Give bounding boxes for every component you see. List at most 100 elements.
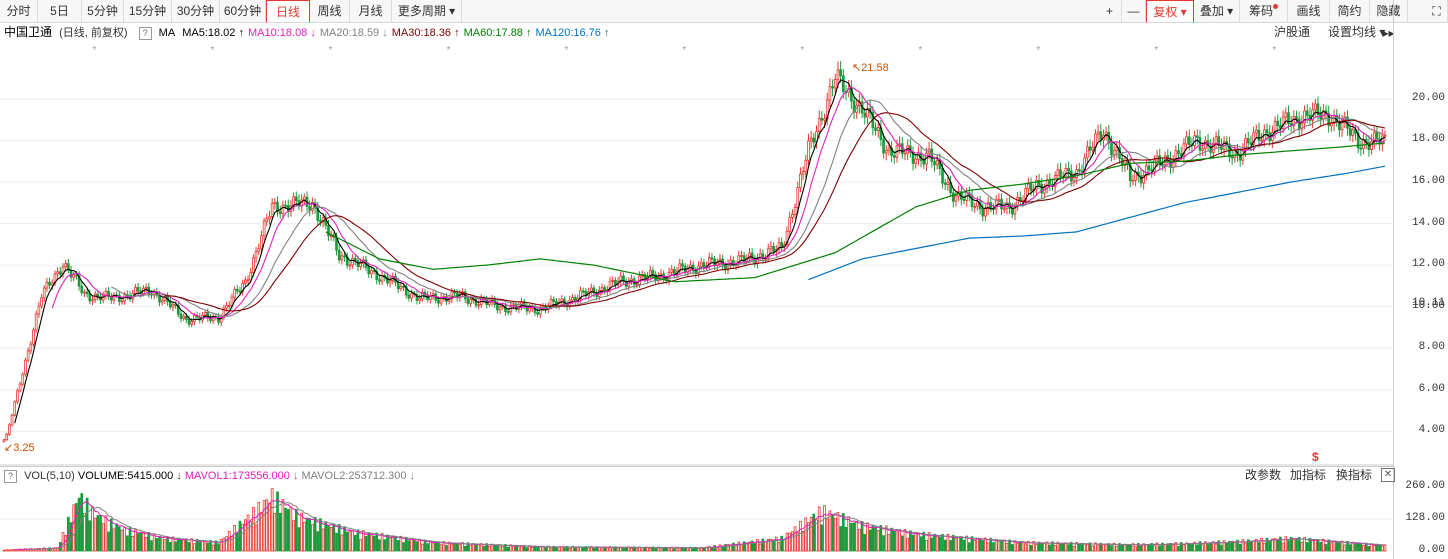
tab-period-7[interactable]: 周线: [310, 0, 350, 22]
tab-period-9[interactable]: 更多周期 ▾: [392, 0, 462, 22]
toolbar-right-7[interactable]: 隐藏 ▸▸: [1370, 0, 1408, 40]
vol-bar-81: [219, 538, 223, 552]
candle-body-486: [1305, 110, 1309, 116]
candle-body-466: [1252, 132, 1255, 145]
vol-bar-309: [831, 513, 834, 552]
tab-period-2[interactable]: 5分钟: [82, 0, 124, 22]
tab-period-3[interactable]: 15分钟: [124, 0, 172, 22]
tab-period-4[interactable]: 30分钟: [172, 0, 220, 22]
vol-bar-323: [868, 529, 872, 552]
add-indicator-button[interactable]: 加指标: [1290, 468, 1327, 482]
tab-period-1[interactable]: 5日: [38, 0, 82, 22]
price-tick-7: 8.00: [1418, 341, 1445, 354]
vol-bar-1: [5, 549, 9, 552]
candle-body-366: [984, 208, 987, 217]
toolbar-right-4[interactable]: 筹码: [1240, 0, 1288, 22]
candle-body-415: [1115, 147, 1119, 152]
vol-bar-26: [72, 504, 76, 552]
vol-bar-90: [244, 519, 247, 552]
tab-period-8[interactable]: 月线: [350, 0, 392, 22]
vol-bar-147: [396, 540, 400, 552]
toolbar-right-2[interactable]: 复权 ▾: [1146, 0, 1194, 22]
candle-body-200: [538, 307, 542, 315]
candle-body-133: [359, 262, 362, 267]
candle-body-228: [614, 280, 617, 286]
vol-bar-447: [1201, 544, 1204, 552]
candle-body-126: [340, 255, 344, 261]
vol-bar-104: [281, 499, 285, 552]
hugutong-link[interactable]: 沪股通: [1274, 25, 1311, 39]
vol-bar-159: [429, 540, 432, 552]
vol-bar-504: [1354, 543, 1357, 552]
candle-body-347: [933, 160, 936, 166]
vol-bar-188: [506, 546, 510, 552]
candle-body-103: [278, 211, 282, 215]
toolbar-right-1[interactable]: —: [1122, 0, 1146, 22]
vol-help-icon[interactable]: ?: [4, 469, 17, 483]
vol-bar-426: [1145, 544, 1148, 552]
tab-period-0[interactable]: 分时: [0, 0, 38, 22]
vol-bar-245: [659, 547, 663, 552]
price-tick-6: 10.00: [1411, 299, 1445, 312]
candle-body-23: [64, 263, 68, 268]
vol-bar-424: [1139, 545, 1143, 552]
vol-bar-501: [1346, 541, 1349, 552]
vol-bar-491: [1319, 542, 1322, 552]
candle-body-21: [58, 271, 62, 275]
vol-bar-295: [793, 526, 797, 552]
vol-bar-250: [673, 548, 676, 552]
vol-bar-82: [222, 537, 226, 552]
vol-bar-359: [965, 535, 969, 552]
close-icon[interactable]: ✕: [1381, 468, 1395, 482]
candle-body-39: [107, 290, 110, 298]
vol-bar-37: [101, 523, 105, 552]
help-icon[interactable]: ?: [138, 26, 152, 40]
vol-bar-445: [1195, 544, 1199, 552]
vol-bar-313: [841, 513, 845, 552]
vol-bar-305: [820, 524, 824, 552]
vol-bar-389: [1045, 541, 1049, 552]
candle-body-404: [1086, 146, 1089, 159]
price-tick-1: 18.00: [1411, 133, 1445, 146]
vol-bar-216: [581, 546, 585, 552]
vol-bar-421: [1131, 543, 1135, 552]
candle-body-122: [329, 235, 333, 238]
vol-bar-471: [1265, 537, 1269, 552]
toolbar-right-3[interactable]: 叠加 ▾: [1194, 0, 1240, 22]
candle-body-94: [254, 250, 258, 259]
vol-bar-485: [1303, 537, 1306, 552]
vol-bar-430: [1155, 542, 1159, 552]
tab-period-6[interactable]: 日线: [266, 0, 310, 22]
change-params-button[interactable]: 改参数: [1245, 468, 1282, 482]
ma-settings-button[interactable]: 设置均线 ▾: [1328, 25, 1386, 39]
vol-bar-503: [1351, 541, 1355, 552]
vol-bar-185: [498, 544, 502, 552]
candle-body-80: [217, 316, 220, 323]
vol-bar-130: [351, 530, 354, 552]
vol-bar-131: [353, 534, 357, 552]
toolbar-right-0[interactable]: +: [1098, 0, 1122, 22]
candle-body-66: [179, 313, 183, 319]
toolbar-right-6[interactable]: 简约: [1330, 0, 1370, 22]
vol-bar-111: [300, 512, 303, 552]
vol-bar-257: [691, 548, 695, 552]
candle-body-213: [573, 297, 577, 302]
vol-bar-173: [466, 542, 470, 552]
candle-body-44: [120, 300, 124, 303]
candle-body-296: [796, 187, 800, 208]
vol-bar-407: [1094, 542, 1097, 552]
mavol2: MAVOL2:253712.300: [301, 470, 407, 482]
vol-bar-486: [1305, 542, 1309, 552]
switch-indicator-button[interactable]: 换指标: [1336, 468, 1373, 482]
event-marker-165: *: [446, 45, 450, 56]
toolbar-right-5[interactable]: 画线: [1288, 0, 1330, 22]
candle-body-250: [673, 269, 676, 275]
vol-bar-263: [707, 546, 711, 552]
tab-period-5[interactable]: 60分钟: [220, 0, 266, 22]
vol-bar-213: [573, 547, 577, 552]
vol-bar-23: [64, 535, 68, 552]
vol-bar-255: [686, 547, 690, 552]
vol-bar-275: [740, 544, 743, 552]
candle-body-483: [1297, 118, 1301, 130]
candlestick-chart[interactable]: ↖21.58 ↙3.25 $ * * * * * * * * * * *: [0, 0, 1393, 559]
